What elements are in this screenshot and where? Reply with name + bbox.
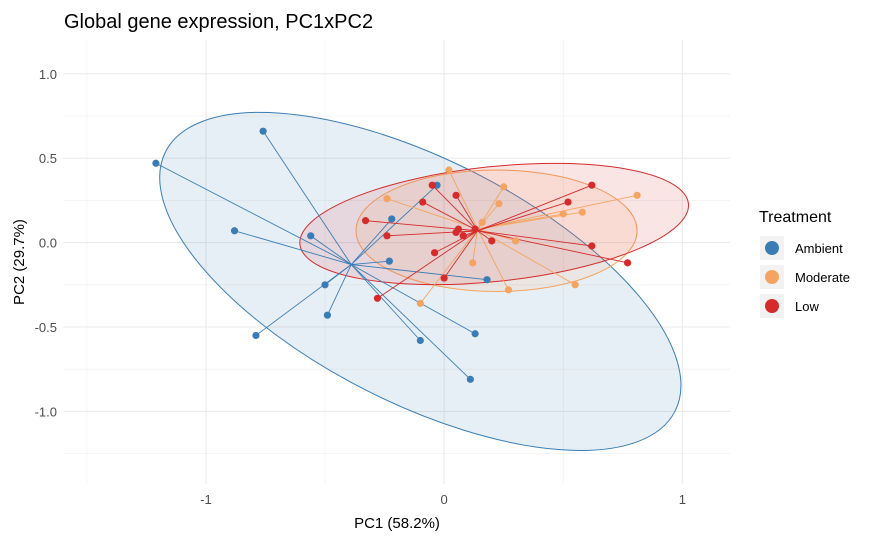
segment-ambient xyxy=(155,162,352,265)
point-low xyxy=(459,232,467,240)
segment-ambient xyxy=(234,230,352,265)
segment-ambient xyxy=(310,235,352,265)
legend-title: Treatment xyxy=(759,209,832,226)
point-low xyxy=(361,217,370,225)
major-gridlines xyxy=(63,40,730,484)
point-low xyxy=(623,259,632,267)
legend-key-low xyxy=(765,299,779,313)
point-moderate xyxy=(633,191,641,199)
minor-gridlines xyxy=(63,40,730,484)
point-moderate xyxy=(416,299,424,307)
segment-moderate xyxy=(419,228,478,304)
legend-key-moderate xyxy=(765,270,779,284)
segment-ambient xyxy=(262,130,352,265)
point-low xyxy=(471,225,479,233)
point-ambient xyxy=(152,159,160,167)
point-ambient xyxy=(230,227,239,235)
point-moderate xyxy=(559,210,567,218)
point-moderate xyxy=(578,208,586,216)
y-tick-label: 1.0 xyxy=(39,67,57,82)
point-ambient xyxy=(259,127,267,135)
point-moderate xyxy=(512,237,520,245)
segment-low xyxy=(434,230,478,254)
point-moderate xyxy=(571,281,579,289)
legend-key-ambient xyxy=(765,241,779,255)
point-ambient xyxy=(471,330,479,338)
chart-title: Global gene expression, PC1xPC2 xyxy=(64,11,373,33)
y-tick-label: 0.0 xyxy=(39,236,57,251)
legend-label-moderate: Moderate xyxy=(795,270,850,285)
segment-moderate xyxy=(448,169,478,230)
x-tick-label: 0 xyxy=(441,492,448,507)
group-ellipses xyxy=(159,111,690,451)
point-moderate xyxy=(445,166,453,174)
x-tick-labels: -1 0 1 xyxy=(200,492,686,507)
segment-low xyxy=(477,230,592,247)
point-moderate xyxy=(495,200,503,208)
segment-low xyxy=(477,184,593,232)
legend: Treatment Ambient Moderate Low xyxy=(759,209,850,318)
segment-ambient xyxy=(350,218,393,265)
point-ambient xyxy=(416,336,424,345)
segment-ambient xyxy=(327,264,352,316)
y-tick-label: 0.5 xyxy=(39,151,57,166)
legend-label-ambient: Ambient xyxy=(795,241,843,256)
point-ambient xyxy=(323,311,332,319)
segment-moderate xyxy=(477,228,509,291)
legend-label-low: Low xyxy=(795,299,819,314)
point-moderate xyxy=(478,218,486,226)
point-ambient xyxy=(252,331,260,340)
point-ambient xyxy=(483,276,491,284)
segment-moderate xyxy=(386,198,478,230)
segment-ambient xyxy=(350,184,438,265)
point-low xyxy=(588,242,596,250)
point-low xyxy=(373,294,382,302)
point-ambient xyxy=(321,281,329,289)
point-low xyxy=(452,228,460,237)
segment-ambient xyxy=(350,264,471,380)
segment-ambient xyxy=(350,264,421,341)
point-low xyxy=(428,181,436,189)
x-tick-label: 1 xyxy=(679,492,686,507)
y-tick-label: -0.5 xyxy=(35,320,57,335)
point-low xyxy=(564,198,572,206)
point-moderate xyxy=(500,183,508,191)
segment-low xyxy=(455,195,478,232)
point-low xyxy=(383,232,391,240)
y-axis-title: PC2 (29.7%) xyxy=(11,219,28,305)
segment-low xyxy=(477,230,628,264)
legend-items: Ambient Moderate Low xyxy=(760,236,850,318)
point-low xyxy=(452,191,460,199)
segment-low xyxy=(443,230,478,279)
point-ambient xyxy=(385,257,393,265)
ellipse-ambient xyxy=(159,111,682,451)
segment-moderate xyxy=(477,194,638,230)
point-ambient xyxy=(388,215,396,223)
segment-moderate xyxy=(472,229,478,263)
point-low xyxy=(419,198,427,206)
y-tick-label: -1.0 xyxy=(35,404,57,419)
segment-ambient xyxy=(351,264,488,281)
segment-low xyxy=(477,201,569,232)
point-low xyxy=(488,237,496,245)
point-moderate xyxy=(469,259,477,267)
point-low xyxy=(431,249,439,257)
segment-low xyxy=(422,201,478,232)
point-moderate xyxy=(383,195,391,203)
point-low xyxy=(588,181,596,189)
point-low xyxy=(440,274,448,282)
x-axis-title: PC1 (58.2%) xyxy=(354,515,440,532)
point-moderate xyxy=(504,286,513,294)
data-points xyxy=(152,127,641,383)
point-ambient xyxy=(307,232,315,240)
segment-ambient xyxy=(255,264,352,336)
segment-ambient xyxy=(351,264,476,335)
point-ambient xyxy=(466,375,474,383)
segment-low xyxy=(377,230,478,299)
y-tick-labels: -1.0 -0.5 0.0 0.5 1.0 xyxy=(35,67,57,420)
segment-low xyxy=(431,184,478,232)
segment-ambient xyxy=(351,260,390,265)
x-tick-label: -1 xyxy=(200,492,212,507)
